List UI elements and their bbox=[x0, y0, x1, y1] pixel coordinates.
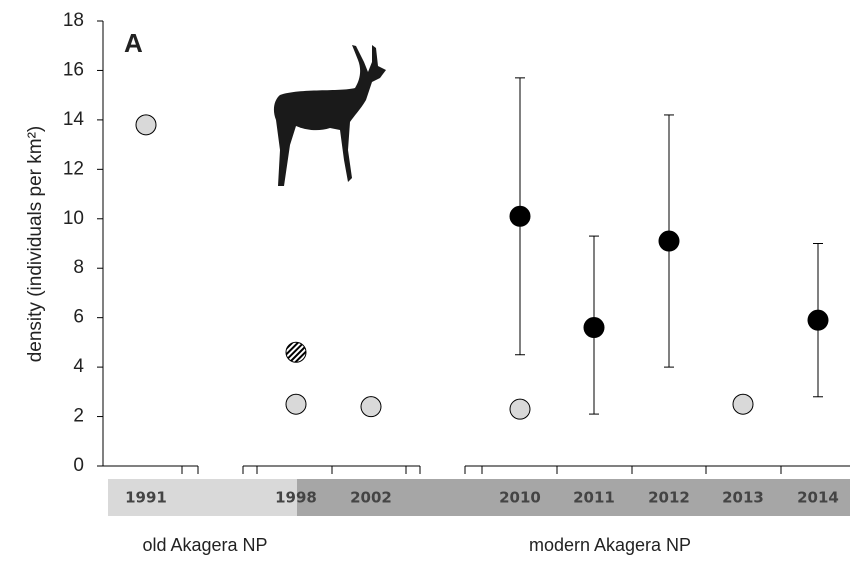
y-tick-label: 0 bbox=[73, 455, 84, 476]
data-point bbox=[510, 399, 530, 419]
data-point bbox=[286, 342, 306, 362]
x-category-label: 1998 bbox=[275, 489, 317, 507]
y-tick-label: 4 bbox=[73, 356, 84, 377]
y-tick-label: 8 bbox=[73, 257, 84, 278]
panel-label: A bbox=[124, 28, 143, 58]
x-category-label: 2012 bbox=[648, 489, 690, 507]
antelope-icon bbox=[274, 45, 386, 186]
data-point bbox=[733, 394, 753, 414]
chart: A density (individuals per km²) old Akag… bbox=[0, 0, 850, 563]
x-category-label: 2013 bbox=[722, 489, 764, 507]
x-category-label: 2011 bbox=[573, 489, 615, 507]
data-point bbox=[510, 206, 530, 226]
y-axis-label: density (individuals per km²) bbox=[25, 126, 46, 363]
y-tick-label: 18 bbox=[63, 10, 84, 31]
x-axis bbox=[103, 466, 850, 474]
data-point bbox=[808, 310, 828, 330]
group-label: old Akagera NP bbox=[142, 535, 267, 555]
group-label: modern Akagera NP bbox=[529, 535, 691, 555]
data-point bbox=[659, 231, 679, 251]
y-tick-label: 14 bbox=[63, 109, 85, 130]
y-tick-label: 10 bbox=[63, 208, 84, 229]
x-category-label: 1991 bbox=[125, 489, 167, 507]
data-point bbox=[584, 318, 604, 338]
y-tick-label: 16 bbox=[63, 59, 84, 80]
x-category-label: 2010 bbox=[499, 489, 541, 507]
data-point bbox=[136, 115, 156, 135]
y-tick-label: 6 bbox=[73, 307, 84, 328]
data-point bbox=[361, 397, 381, 417]
y-tick-label: 12 bbox=[63, 158, 84, 179]
x-category-label: 2002 bbox=[350, 489, 392, 507]
y-tick-label: 2 bbox=[73, 406, 84, 427]
x-category-label: 2014 bbox=[797, 489, 839, 507]
data-point bbox=[286, 394, 306, 414]
